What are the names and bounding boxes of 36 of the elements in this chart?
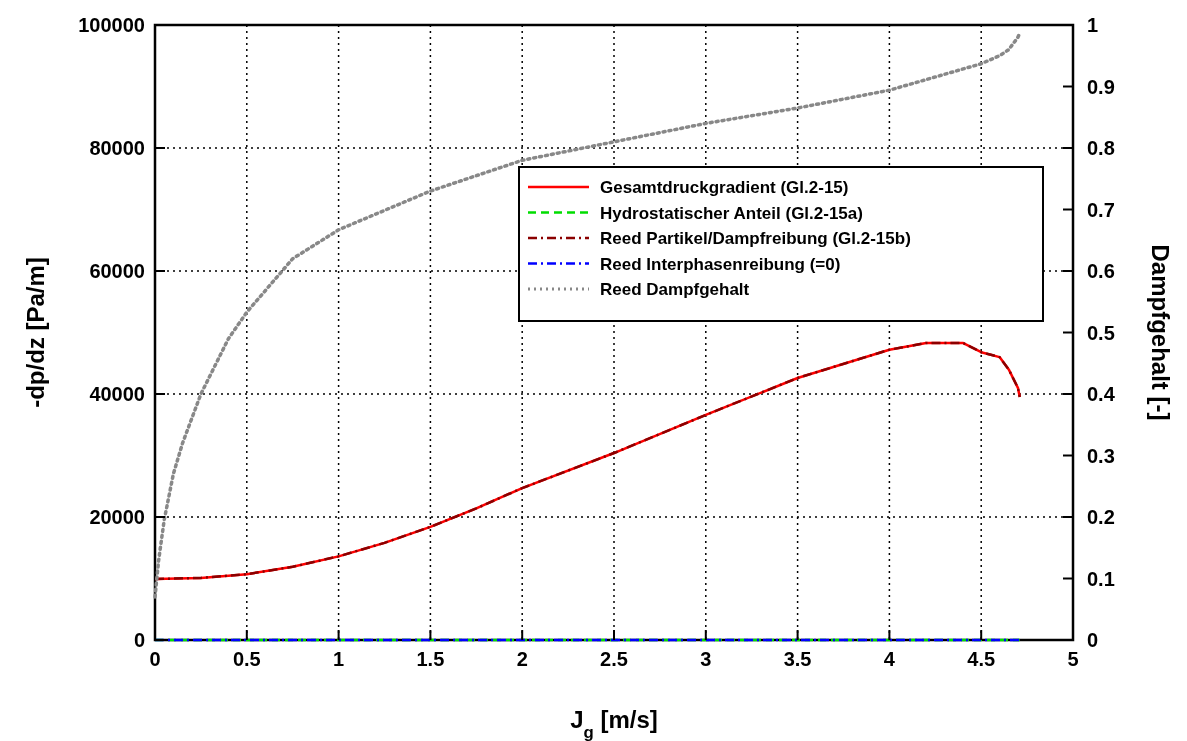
y2-tick-label: 0.8 [1087, 137, 1115, 159]
x-axis-title: J$_{g}$ [m/s] [570, 706, 658, 741]
y2-tick-label: 0.4 [1087, 383, 1116, 405]
y2-tick-label: 1 [1087, 14, 1099, 36]
y-tick-label: 20000 [89, 506, 145, 528]
x-tick-label: 5 [1067, 648, 1079, 670]
x-tick-label: 0 [149, 648, 161, 670]
y2-tick-label: 0.3 [1087, 444, 1115, 467]
x-tick-label: 4.5 [967, 648, 996, 670]
y2-tick-label: 0.6 [1087, 260, 1115, 282]
legend-label: Reed Partikel/Dampfreibung (Gl.2-15b) [600, 229, 911, 248]
y-tick-label: 60000 [89, 260, 145, 282]
x-tick-label: 1.5 [416, 648, 445, 670]
x-tick-label: 2.5 [600, 648, 628, 670]
x-tick-label: 0.5 [232, 648, 261, 670]
y2-tick-label: 0.9 [1087, 75, 1115, 98]
x-tick-label: 3.5 [783, 648, 812, 670]
y2-tick-label: 0 [1087, 629, 1099, 651]
x-tick-label: 1 [333, 648, 345, 670]
x-tick-label: 4 [883, 648, 896, 670]
legend-label: Gesamtdruckgradient (Gl.2-15) [600, 178, 849, 197]
x-tick-label: 2 [516, 648, 528, 670]
y-tick-label: 100000 [78, 14, 145, 36]
legend-label: Hydrostatischer Anteil (Gl.2-15a) [600, 203, 863, 223]
y2-tick-label: 0.1 [1087, 567, 1115, 590]
y2-tick-label: 0.7 [1087, 198, 1115, 221]
y-tick-label: 0 [133, 629, 145, 651]
y2-tick-label: 0.5 [1087, 321, 1115, 344]
y-tick-label: 80000 [89, 137, 145, 159]
x-tick-label: 3 [700, 648, 712, 670]
y-tick-label: 40000 [89, 383, 145, 405]
y2-axis-title: Dampfgehalt [-] [1147, 244, 1174, 421]
legend-label: Reed Dampfgehalt [600, 280, 750, 299]
y-axis-title: -dp/dz [Pa/m] [22, 257, 49, 408]
legend-label: Reed Interphasenreibung (=0) [600, 254, 841, 274]
y2-tick-label: 0.2 [1087, 506, 1115, 528]
